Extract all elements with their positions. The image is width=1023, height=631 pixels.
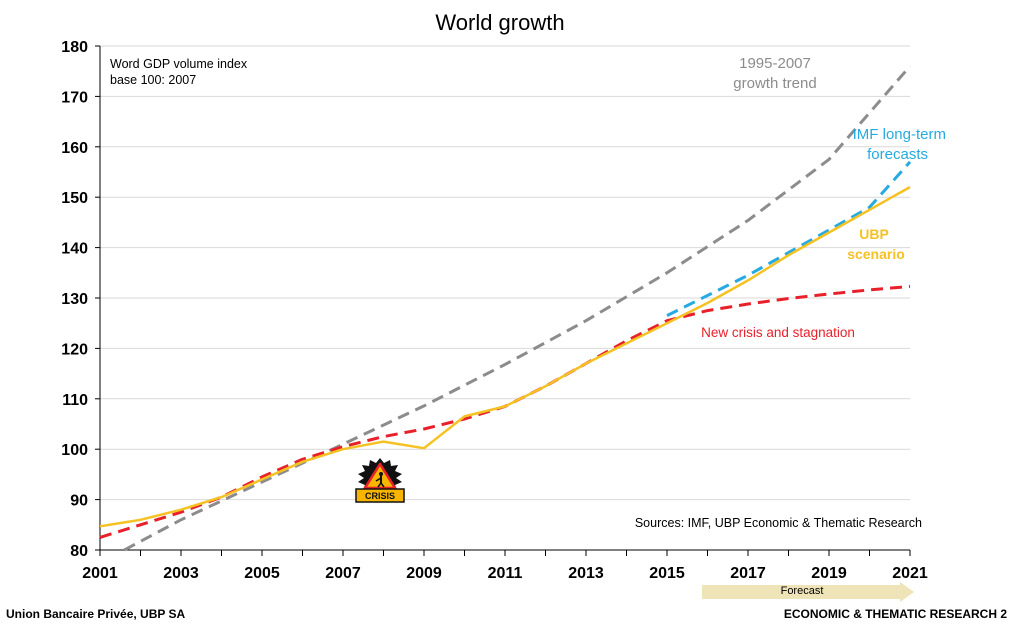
chart-title: World growth [435, 10, 564, 35]
note-line-2: base 100: 2007 [110, 73, 196, 87]
y-tick-label-150: 150 [61, 190, 88, 207]
x-tick-label-2019: 2019 [811, 565, 847, 582]
forecast-arrow-shape [702, 582, 914, 602]
y-tick-label-90: 90 [70, 493, 88, 510]
x-axis-ticks: 2001 2003 2005 2007 2009 2011 2013 2015 2017 2019… [82, 550, 928, 582]
source-note: Sources: IMF, UBP Economic & Thematic Re… [635, 516, 922, 530]
footer-company: Union Bancaire Privée, UBP SA [6, 607, 186, 621]
imf-label-line-1: IMF long-term [853, 126, 946, 143]
y-tick-label-140: 140 [61, 241, 88, 258]
y-tick-label-180: 180 [61, 39, 88, 56]
crisis-badge-text: CRISIS [365, 491, 395, 501]
y-tick-label-100: 100 [61, 442, 88, 459]
x-tick-label-2015: 2015 [649, 565, 685, 582]
series-lines [99, 65, 912, 552]
forecast-label: Forecast [780, 585, 824, 597]
x-tick-label-2003: 2003 [163, 565, 199, 582]
x-tick-label-2005: 2005 [244, 565, 280, 582]
y-axis-ticks: 80 90 100 110 120 130 140 150 160 170 180 [61, 39, 100, 560]
note-line-1: Word GDP volume index [110, 57, 248, 71]
y-tick-label-130: 130 [61, 291, 88, 308]
x-tick-label-2007: 2007 [325, 565, 361, 582]
y-tick-label-160: 160 [61, 140, 88, 157]
x-tick-label-2009: 2009 [406, 565, 442, 582]
trend-label-line-2: growth trend [733, 75, 816, 92]
series-line-1995-2007-growth-trend [123, 65, 912, 552]
ubp-label-line-2: scenario [847, 246, 905, 262]
imf-label-line-2: forecasts [867, 146, 928, 163]
y-tick-label-110: 110 [62, 392, 88, 409]
y-tick-label-120: 120 [61, 341, 88, 358]
forecast-arrow [702, 582, 914, 602]
x-tick-label-2013: 2013 [568, 565, 604, 582]
ubp-label-line-1: UBP [859, 226, 889, 242]
footer-page-label: ECONOMIC & THEMATIC RESEARCH 2 [783, 607, 1007, 621]
series-line-ubp-scenario [99, 186, 911, 528]
y-tick-label-170: 170 [61, 89, 88, 106]
crisis-label: New crisis and stagnation [701, 325, 855, 340]
crisis-warning-icon: CRISIS [355, 458, 405, 503]
gridlines [100, 45, 910, 501]
x-tick-label-2021: 2021 [892, 565, 928, 582]
y-tick-label-80: 80 [70, 543, 88, 560]
x-tick-label-2017: 2017 [730, 565, 766, 582]
series-line-imf-long-term-forecasts [666, 160, 912, 317]
x-tick-label-2011: 2011 [488, 565, 523, 582]
x-tick-label-2001: 2001 [82, 565, 118, 582]
trend-label-line-1: 1995-2007 [739, 55, 811, 72]
chart: World growth 80 90 100 110 120 130 140 150 160 17… [61, 10, 946, 582]
